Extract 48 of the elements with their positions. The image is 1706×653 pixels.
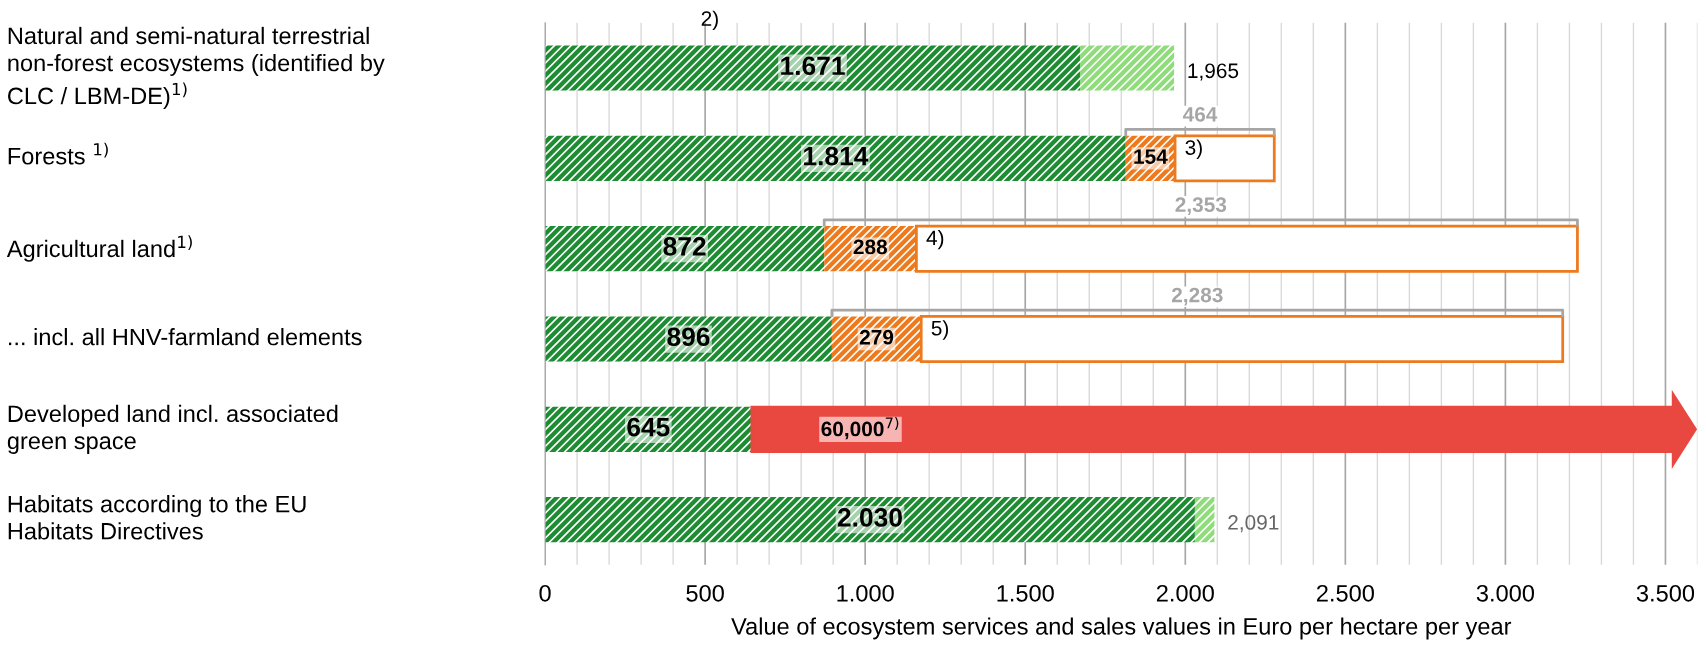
x-tick-label: 2.500 <box>1317 584 1374 602</box>
data-label: 288 <box>853 239 888 255</box>
bar <box>545 45 1080 91</box>
x-tick-label: 500 <box>686 584 724 602</box>
annotation: 3) <box>1185 139 1202 160</box>
bar <box>545 226 825 272</box>
x-tick-label: 1.500 <box>997 584 1054 602</box>
bar <box>545 497 1195 543</box>
annotation: 5) <box>931 320 949 340</box>
y-tick-label: Habitats according to the EU Habitats Directives <box>8 495 306 540</box>
annotation: 2,091 <box>1228 515 1279 533</box>
data-label: 1.814 <box>804 146 869 166</box>
data-label: 1.671 <box>781 56 845 76</box>
x-tick-label: 1.000 <box>837 584 894 602</box>
data-label: 872 <box>663 237 706 256</box>
data-label: 154 <box>1134 149 1168 164</box>
bar <box>1173 134 1276 183</box>
x-tick-label: 2.000 <box>1156 584 1214 602</box>
bar <box>545 406 752 452</box>
bar <box>1079 45 1175 91</box>
x-axis-title: Value of ecosystem services and sales values in Euro per hectare per year <box>731 617 1512 640</box>
bar <box>919 315 1565 363</box>
y-tick-label: Agricultural land$^{1)}$ <box>6 235 192 262</box>
annotation: 464 <box>1182 106 1218 122</box>
y-tick-label: Developed land incl. associated green space <box>7 404 338 454</box>
bar <box>831 316 922 362</box>
y-tick-label: Forests $^{1)}$ <box>8 142 108 165</box>
bar <box>824 226 917 272</box>
annotation: 2,353 <box>1175 197 1227 216</box>
x-tick-label: 0 <box>539 584 551 602</box>
bar <box>1125 135 1176 181</box>
x-tick-label: 3.000 <box>1476 584 1535 602</box>
y-tick-label: Natural and semi-natural terrestrial non-forest ecosystems (identified by CLC / LBM-DE)$^{1)}$ <box>8 26 385 109</box>
data-label: 2.030 <box>837 508 902 527</box>
bar <box>545 135 1126 181</box>
data-label: 645 <box>627 417 670 437</box>
annotation: 1,965 <box>1188 63 1239 81</box>
data-label: 896 <box>667 327 710 347</box>
x-tick-label: 3.500 <box>1636 584 1695 602</box>
annotation: 2) <box>701 10 718 31</box>
bar <box>545 316 832 362</box>
bar <box>915 224 1579 273</box>
bar <box>1194 497 1215 543</box>
annotation: 60,000$^{7)}$ <box>821 417 899 440</box>
data-label: 279 <box>859 329 894 345</box>
annotation: 2,283 <box>1171 287 1223 306</box>
annotation: 4) <box>926 229 944 250</box>
y-tick-label: ... incl. all HNV-farmland elements <box>8 328 362 346</box>
